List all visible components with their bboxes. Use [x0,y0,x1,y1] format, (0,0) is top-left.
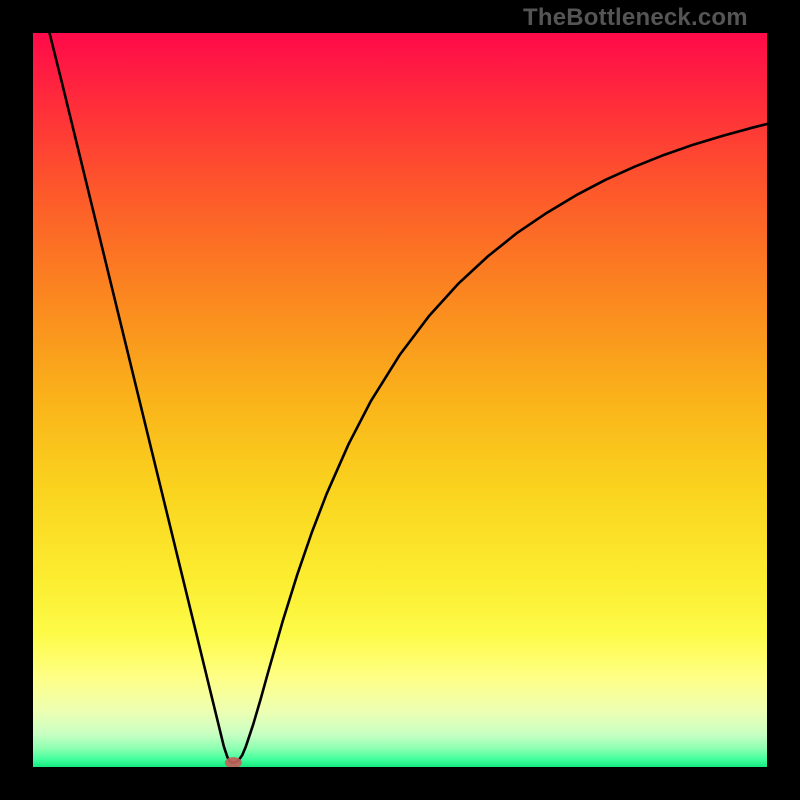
watermark-text: TheBottleneck.com [523,4,748,32]
chart-background [33,33,767,767]
chart-svg [0,0,800,800]
optimum-marker [225,757,242,768]
